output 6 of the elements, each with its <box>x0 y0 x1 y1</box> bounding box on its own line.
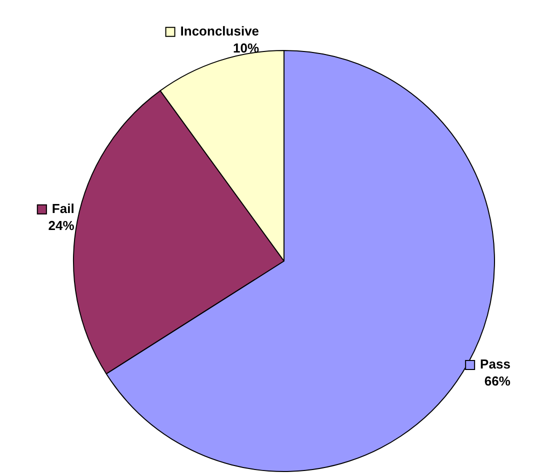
data-label: 24% <box>48 218 75 234</box>
data-label: 66% <box>484 374 511 389</box>
legend-label: Inconclusive <box>180 23 260 38</box>
legend-label: Fail <box>52 201 74 216</box>
data-label: 10% <box>233 40 260 56</box>
legend-label: Pass <box>480 356 510 372</box>
